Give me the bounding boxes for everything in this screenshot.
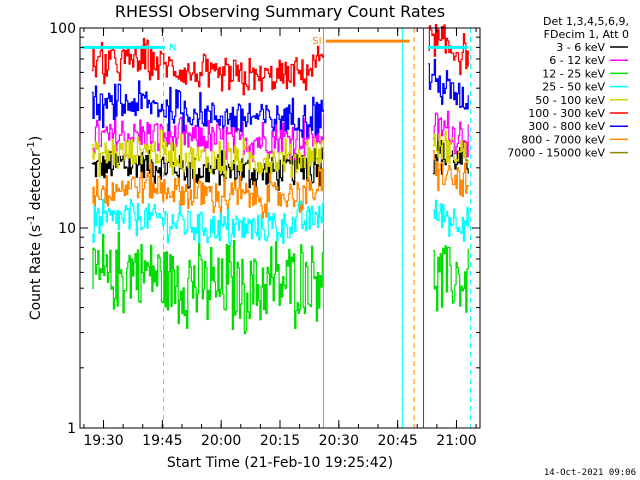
y-axis-label-main: Count Rate (s: [28, 225, 44, 320]
legend-header: Det 1,3,4,5,6,9,: [543, 15, 629, 28]
flag-label: N: [169, 42, 176, 53]
x-tick-label: 20:15: [260, 433, 300, 449]
flag-label: SI: [312, 36, 321, 47]
x-tick-label: 20:45: [377, 433, 417, 449]
y-axis-label: Count Rate (s-1 detector-1): [26, 136, 44, 320]
y-axis-label-end: ): [28, 136, 44, 141]
x-tick-label: 21:00: [436, 433, 476, 449]
legend-label: 800 - 7000 keV: [521, 133, 605, 146]
series-trace: [432, 150, 469, 197]
legend-header: FDecim 1, Att 0: [544, 28, 629, 41]
x-tick-label: 20:30: [319, 433, 359, 449]
legend-label: 3 - 6 keV: [556, 41, 605, 54]
x-tick-label: 20:00: [201, 433, 241, 449]
series-trace: [91, 80, 325, 138]
x-tick-label: 19:45: [142, 433, 182, 449]
series-trace: [91, 229, 325, 335]
y-tick-label: 10: [58, 221, 76, 237]
y-axis-ticks: 1 10 100: [49, 21, 480, 437]
series-25-50-kev: [91, 198, 469, 246]
series-3-6-kev: [91, 135, 469, 191]
legend-label: 50 - 100 keV: [535, 94, 605, 107]
series-300-800-kev: [91, 58, 469, 138]
x-axis-label: Start Time (21-Feb-10 19:25:42): [167, 455, 393, 471]
series-trace: [428, 58, 469, 110]
series-trace: [91, 37, 325, 96]
legend-label: 7000 - 15000 keV: [507, 147, 605, 160]
chart-title: RHESSI Observing Summary Count Rates: [115, 2, 445, 21]
series-trace: [91, 129, 325, 181]
legend-label: 6 - 12 keV: [549, 54, 605, 67]
y-tick-label: 1: [67, 421, 76, 437]
x-tick-label: 19:30: [83, 433, 123, 449]
y-tick-label: 100: [49, 21, 76, 37]
series-trace: [91, 163, 325, 219]
series-trace: [428, 24, 469, 76]
series-trace: [432, 199, 469, 242]
x-axis-ticks: 19:30 19:45 20:00 20:15 20:30 20:45 21:00: [83, 28, 477, 449]
series-100-300-kev: [91, 24, 469, 96]
series-800-7000-kev: [91, 150, 469, 219]
y-axis-label-tail: detector: [28, 151, 44, 215]
plot-area: N SI: [79, 24, 472, 428]
series-12-25-kev: [91, 229, 469, 335]
legend: Det 1,3,4,5,6,9,FDecim 1, Att 03 - 6 keV…: [507, 15, 629, 160]
y-axis-label-sup: -1: [26, 215, 37, 225]
series-trace: [91, 198, 325, 246]
footer-timestamp: 14-Oct-2021 09:06: [544, 468, 636, 478]
y-axis-label-sup2: -1: [26, 141, 37, 151]
series-trace: [432, 245, 469, 313]
legend-label: 100 - 300 keV: [528, 107, 605, 120]
series-50-100-kev: [91, 129, 469, 181]
series-trace: [432, 130, 469, 164]
legend-label: 12 - 25 keV: [542, 67, 605, 80]
legend-label: 300 - 800 keV: [528, 120, 605, 133]
legend-label: 25 - 50 keV: [542, 81, 605, 94]
